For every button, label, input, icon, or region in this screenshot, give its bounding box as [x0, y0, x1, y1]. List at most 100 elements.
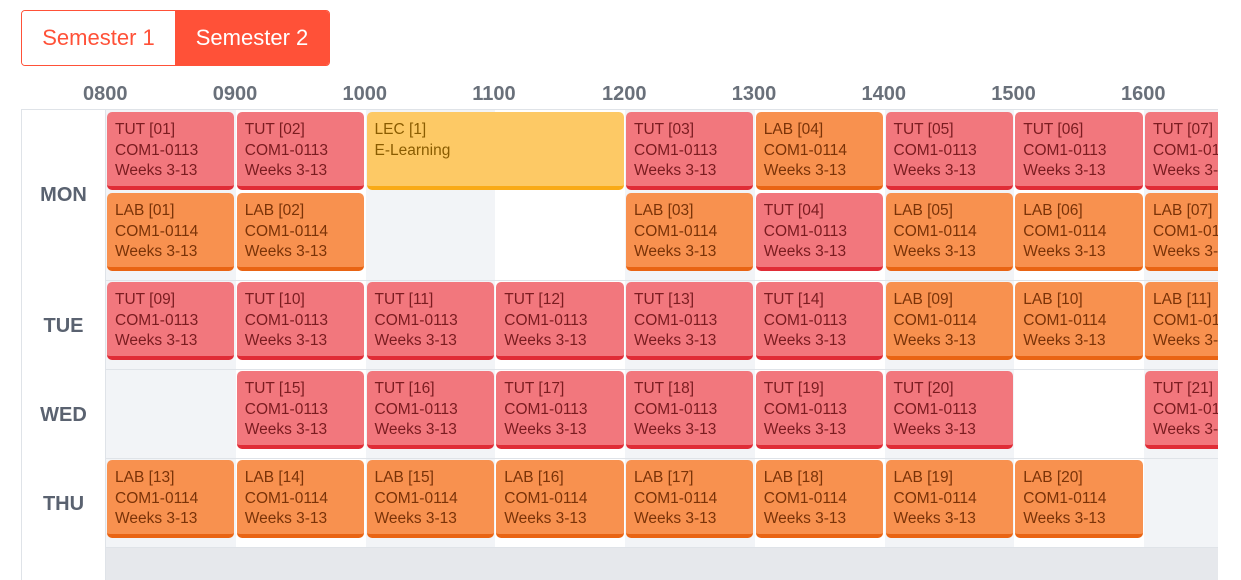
lesson-weeks: Weeks 3-13 [763, 162, 847, 179]
lesson-cell[interactable]: TUT [17] COM1-0113 Weeks 3-13 [496, 371, 624, 449]
lesson-venue: COM1-0113 [763, 311, 848, 329]
lesson-cell[interactable]: TUT [11] COM1-0113 Weeks 3-13 [366, 282, 494, 360]
lesson-cell[interactable]: LAB [04] COM1-0114 Weeks 3-13 [755, 112, 883, 190]
lesson-weeks: Weeks 3-13 [893, 332, 976, 349]
lesson-venue: COM1-0114 [763, 141, 848, 159]
lesson-cell[interactable]: LAB [02] COM1-0114 Weeks 3-13 [236, 193, 364, 271]
lesson-cell[interactable]: TUT [14] COM1-0113 Weeks 3-13 [755, 282, 883, 360]
lesson-title: LAB [15] [374, 469, 434, 486]
lesson-cell[interactable]: TUT [09] COM1-0113 Weeks 3-13 [107, 282, 235, 360]
lesson-title: TUT [11] [374, 291, 434, 308]
lesson-venue: COM1-0113 [115, 141, 199, 159]
lesson-title: TUT [01] [115, 121, 176, 138]
lesson-cell[interactable]: TUT [01] COM1-0113 Weeks 3-13 [107, 112, 235, 190]
lesson-cell[interactable]: LAB [09] COM1-0114 Weeks 3-13 [885, 282, 1013, 360]
lesson-weeks: Weeks 3-13 [1153, 243, 1218, 260]
lesson-venue: COM1-0114 [763, 489, 848, 507]
semester-1-button[interactable]: Semester 1 [22, 11, 175, 65]
lesson-title: TUT [14] [763, 291, 824, 308]
lesson-title: LAB [02] [244, 202, 305, 219]
lesson-cell[interactable]: LAB [06] COM1-0114 Weeks 3-13 [1015, 193, 1143, 271]
lesson-venue: COM1-0114 [374, 489, 458, 507]
lesson-venue: COM1-0114 [115, 222, 199, 240]
lesson-cell[interactable]: TUT [18] COM1-0113 Weeks 3-13 [626, 371, 754, 449]
lesson-venue: COM1-0113 [374, 400, 458, 418]
lesson-title: LEC [1] [374, 121, 427, 138]
lesson-cell[interactable]: TUT [06] COM1-0113 Weeks 3-13 [1015, 112, 1143, 190]
lesson-weeks: Weeks 3-13 [1023, 332, 1106, 349]
lesson-weeks: Weeks 3-13 [115, 243, 198, 260]
lesson-weeks: Weeks 3-13 [893, 421, 976, 438]
lesson-cell[interactable]: TUT [20] COM1-0113 Weeks 3-13 [885, 371, 1013, 449]
lesson-cell[interactable]: TUT [19] COM1-0113 Weeks 3-13 [755, 371, 883, 449]
lesson-title: TUT [09] [115, 291, 176, 308]
lesson-weeks: Weeks 3-13 [634, 510, 717, 527]
lesson-title: LAB [05] [893, 202, 953, 219]
hour-label: 1600 [1121, 83, 1166, 105]
lesson-venue: COM1-0114 [504, 489, 588, 507]
lesson-title: TUT [13] [634, 291, 695, 308]
lesson-cell[interactable]: LAB [18] COM1-0114 Weeks 3-13 [755, 460, 883, 538]
lesson-cell[interactable]: LAB [20] COM1-0114 Weeks 3-13 [1015, 460, 1143, 538]
lesson-venue: COM1-0113 [634, 400, 718, 418]
lesson-cell[interactable]: TUT [04] COM1-0113 Weeks 3-13 [755, 193, 883, 271]
lesson-venue: COM1-0114 [1023, 222, 1107, 240]
lesson-venue: COM1-0113 [1153, 141, 1218, 159]
lesson-cell[interactable]: TUT [16] COM1-0113 Weeks 3-13 [366, 371, 494, 449]
lesson-cell[interactable]: LAB [11] COM1-0114 Weeks 3-13 [1145, 282, 1218, 360]
lesson-venue: COM1-0113 [1153, 400, 1218, 418]
lesson-cell[interactable]: LAB [16] COM1-0114 Weeks 3-13 [496, 460, 624, 538]
day-label-wed: WED [40, 404, 87, 426]
lesson-cell[interactable]: TUT [21] COM1-0113 Weeks 3-13 [1145, 371, 1218, 449]
semester-2-button[interactable]: Semester 2 [175, 11, 329, 65]
lesson-cell[interactable]: LAB [13] COM1-0114 Weeks 3-13 [107, 460, 235, 538]
lesson-venue: COM1-0114 [1023, 311, 1107, 329]
lesson-cell[interactable]: TUT [03] COM1-0113 Weeks 3-13 [626, 112, 754, 190]
lesson-title: TUT [19] [763, 380, 824, 397]
lesson-weeks: Weeks 3-13 [1153, 162, 1218, 179]
lesson-title: TUT [21] [1153, 380, 1214, 397]
lesson-weeks: Weeks 3-13 [244, 332, 328, 349]
lesson-cell[interactable]: LAB [17] COM1-0114 Weeks 3-13 [626, 460, 754, 538]
lesson-venue: COM1-0113 [115, 311, 199, 329]
lesson-venue: COM1-0113 [634, 311, 718, 329]
lesson-venue: E-Learning [374, 141, 451, 159]
lesson-cell[interactable]: TUT [05] COM1-0113 Weeks 3-13 [885, 112, 1013, 190]
lesson-cell[interactable]: LAB [07] COM1-0114 Weeks 3-13 [1145, 193, 1218, 271]
lesson-venue: COM1-0114 [244, 489, 329, 507]
lesson-weeks: Weeks 3-13 [763, 421, 847, 438]
row-divider [22, 458, 1218, 459]
lesson-cell[interactable]: TUT [15] COM1-0113 Weeks 3-13 [236, 371, 364, 449]
lesson-cell[interactable]: TUT [07] COM1-0113 Weeks 3-13 [1145, 112, 1218, 190]
lesson-cell[interactable]: LEC [1] E-Learning [366, 112, 624, 190]
lesson-venue: COM1-0114 [244, 222, 329, 240]
row-divider [22, 369, 1218, 370]
lesson-venue: COM1-0114 [893, 222, 977, 240]
lesson-cell[interactable]: TUT [13] COM1-0113 Weeks 3-13 [626, 282, 754, 360]
lesson-title: TUT [07] [1153, 121, 1214, 138]
lesson-title: TUT [10] [244, 291, 305, 308]
row-divider [22, 280, 1218, 281]
lesson-weeks: Weeks 3-13 [893, 243, 976, 260]
lesson-title: TUT [18] [634, 380, 695, 397]
lesson-cell[interactable]: LAB [14] COM1-0114 Weeks 3-13 [236, 460, 364, 538]
lesson-title: LAB [13] [115, 469, 175, 486]
lesson-cell[interactable]: TUT [10] COM1-0113 Weeks 3-13 [236, 282, 364, 360]
lesson-weeks: Weeks 3-13 [504, 421, 587, 438]
lesson-weeks: Weeks 3-13 [374, 510, 457, 527]
lesson-cell[interactable]: LAB [05] COM1-0114 Weeks 3-13 [885, 193, 1013, 271]
lesson-venue: COM1-0113 [244, 400, 329, 418]
lesson-cell[interactable]: TUT [12] COM1-0113 Weeks 3-13 [496, 282, 624, 360]
lesson-cell[interactable]: LAB [19] COM1-0114 Weeks 3-13 [885, 460, 1013, 538]
lesson-cell[interactable]: LAB [01] COM1-0114 Weeks 3-13 [107, 193, 235, 271]
lesson-title: TUT [04] [763, 202, 824, 219]
lesson-cell[interactable]: TUT [02] COM1-0113 Weeks 3-13 [236, 112, 364, 190]
day-column: MON TUE WED THU [22, 110, 106, 580]
lesson-cell[interactable]: LAB [10] COM1-0114 Weeks 3-13 [1015, 282, 1143, 360]
lesson-cell[interactable]: LAB [03] COM1-0114 Weeks 3-13 [626, 193, 754, 271]
lesson-cell[interactable]: LAB [15] COM1-0114 Weeks 3-13 [366, 460, 494, 538]
lesson-weeks: Weeks 3-13 [244, 510, 328, 527]
lesson-venue: COM1-0114 [634, 489, 718, 507]
lesson-venue: COM1-0113 [763, 222, 848, 240]
lesson-title: TUT [03] [634, 121, 695, 138]
